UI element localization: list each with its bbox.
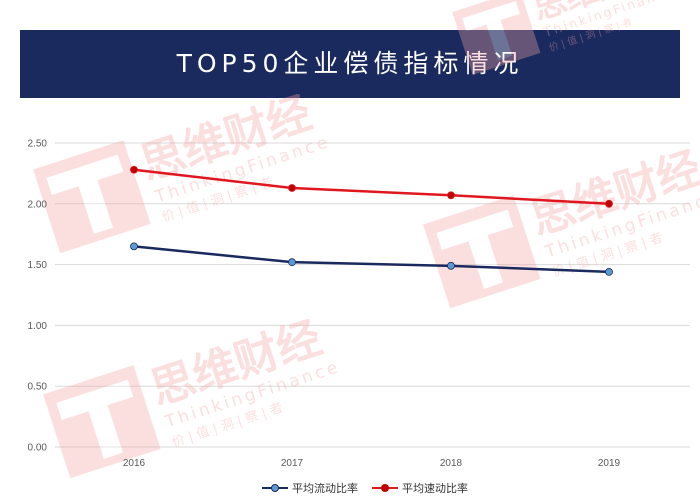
watermark-logo-bar [56,379,134,420]
legend-item-series-1: 平均流动比率 [262,480,358,496]
legend-label-series-1: 平均流动比率 [292,482,358,495]
watermark-logo-block [33,140,151,254]
data-point-series-1 [605,267,613,276]
watermark-logo-stem [78,180,113,234]
data-point-series-1 [130,242,138,251]
x-tick-label: 2018 [440,458,463,469]
gridlines [55,142,690,448]
y-tick-label: 2.00 [28,199,48,210]
y-tick-label: 0.00 [28,443,48,454]
watermark-logo-stem [468,235,503,289]
watermark-logo-bar [436,209,514,250]
x-tick-label: 2019 [598,458,621,469]
watermark-logo-bar [462,0,520,32]
series-layer [130,165,613,276]
watermark-logo-block [423,195,541,309]
legend-swatch-series-2 [372,483,398,493]
title-banner: TOP50企业偿债指标情况 [20,30,680,98]
y-tick-label: 1.00 [28,321,48,332]
watermark-logo-stem [486,20,513,61]
data-point-series-1 [288,258,296,267]
data-point-series-1 [447,261,455,270]
y-tick-label: 1.50 [28,260,48,271]
y-tick-label: 2.50 [28,139,48,150]
watermark-logo-bar [46,154,124,195]
chart-title: TOP50企业偿债指标情况 [176,49,524,78]
legend: 平均流动比率 平均速动比率 [262,480,468,496]
watermark-logo-block [452,0,541,75]
data-point-series-2 [130,165,138,174]
axis-labels: 0.00 0.50 1.00 1.50 2.00 2.50 2016 2017 2018 2019 [28,139,621,470]
legend-swatch-series-1 [262,483,288,493]
watermark-logo-block [43,365,161,479]
x-tick-label: 2016 [123,458,146,469]
watermark-logo-stem [88,405,123,459]
x-tick-label: 2017 [281,458,304,469]
watermark-layer: 思维财经ThinkingFinance价 | 值 | 洞 | 察 | 者思维财经… [33,0,700,479]
legend-item-series-2: 平均速动比率 [372,480,468,496]
series-line-1 [133,245,610,274]
data-point-series-2 [288,184,296,192]
data-point-series-2 [447,191,455,200]
data-point-series-2 [605,199,613,208]
y-tick-label: 0.50 [28,382,48,393]
series-line-2 [133,168,610,206]
legend-label-series-2: 平均速动比率 [402,482,468,495]
